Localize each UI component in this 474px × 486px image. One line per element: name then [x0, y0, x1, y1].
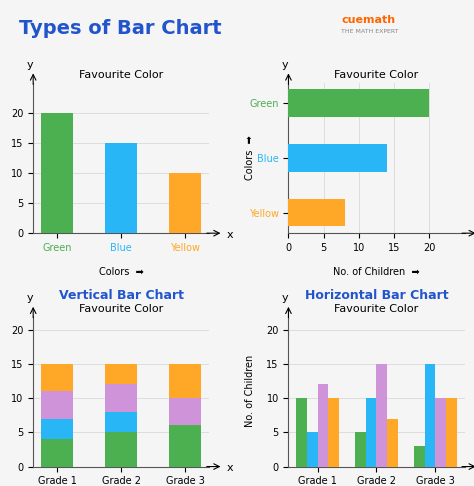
- Bar: [376, 364, 387, 467]
- Text: Colors  ➡: Colors ➡: [245, 136, 255, 180]
- Bar: [41, 418, 73, 439]
- Bar: [41, 439, 73, 467]
- Bar: [105, 364, 137, 384]
- Bar: [289, 199, 345, 226]
- Text: Vertical Bar Chart: Vertical Bar Chart: [59, 290, 184, 302]
- Bar: [41, 113, 73, 233]
- Bar: [318, 384, 328, 467]
- Bar: [387, 418, 398, 467]
- Text: Colors  ➡: Colors ➡: [99, 267, 144, 278]
- Bar: [41, 391, 73, 418]
- Bar: [41, 364, 73, 391]
- Text: No. of Children  ➡: No. of Children ➡: [333, 267, 420, 278]
- Text: x: x: [227, 463, 234, 473]
- Title: Favourite Color: Favourite Color: [334, 70, 419, 81]
- Bar: [289, 144, 387, 172]
- Text: THE MATH EXPERT: THE MATH EXPERT: [341, 29, 399, 34]
- Bar: [105, 412, 137, 433]
- Bar: [356, 433, 366, 467]
- Bar: [307, 433, 318, 467]
- Bar: [169, 398, 201, 426]
- Text: x: x: [227, 230, 234, 240]
- Bar: [328, 398, 339, 467]
- Bar: [446, 398, 456, 467]
- Bar: [366, 398, 376, 467]
- Bar: [296, 398, 307, 467]
- Text: y: y: [27, 60, 33, 69]
- Bar: [105, 433, 137, 467]
- Bar: [169, 364, 201, 398]
- Bar: [414, 446, 425, 467]
- Text: cuemath: cuemath: [341, 15, 395, 25]
- Bar: [435, 398, 446, 467]
- Bar: [105, 143, 137, 233]
- Bar: [169, 173, 201, 233]
- Text: Types of Bar Chart: Types of Bar Chart: [19, 19, 221, 38]
- Bar: [169, 426, 201, 467]
- Text: y: y: [282, 60, 288, 69]
- Bar: [105, 384, 137, 412]
- Title: Favourite Color: Favourite Color: [79, 70, 164, 81]
- Text: y: y: [282, 293, 288, 303]
- Bar: [425, 364, 435, 467]
- Title: Favourite Color: Favourite Color: [334, 304, 419, 314]
- Text: Horizontal Bar Chart: Horizontal Bar Chart: [305, 290, 448, 302]
- Text: y: y: [27, 293, 33, 303]
- Bar: [289, 89, 429, 117]
- Title: Favourite Color: Favourite Color: [79, 304, 164, 314]
- Text: No. of Children: No. of Children: [245, 355, 255, 427]
